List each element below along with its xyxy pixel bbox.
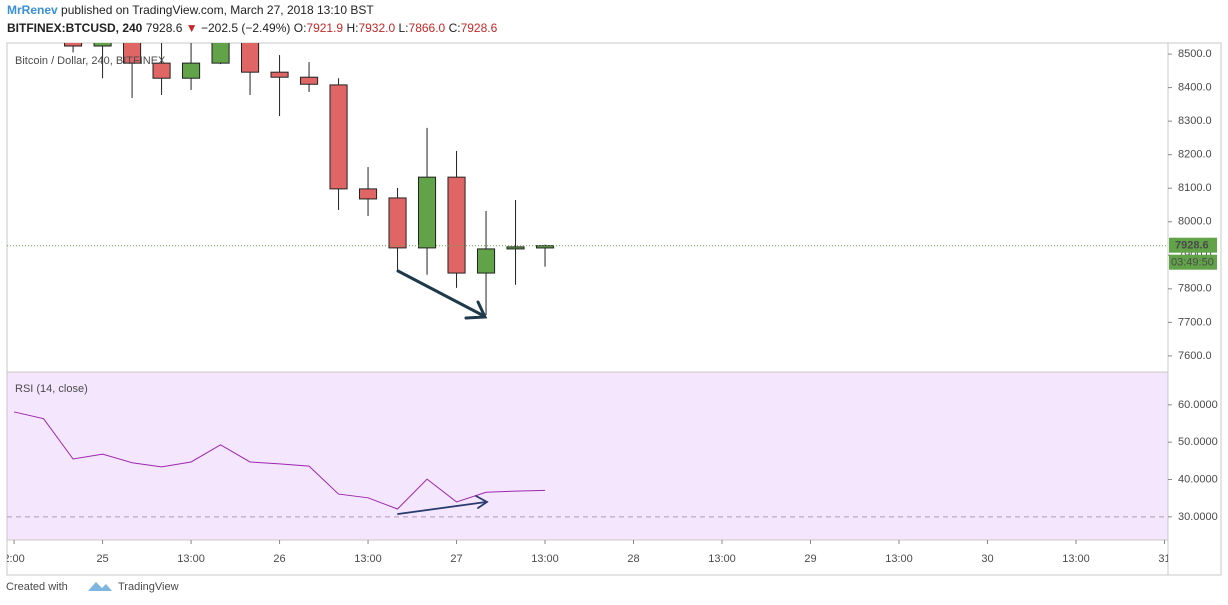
change: −202.5 (−2.49%) bbox=[201, 21, 290, 35]
x-tick-label: 13:00 bbox=[885, 553, 913, 565]
price-plot bbox=[7, 43, 1168, 315]
candle-body bbox=[506, 246, 525, 250]
footer-brand[interactable]: TradingView bbox=[118, 581, 179, 593]
countdown-box bbox=[1169, 254, 1217, 270]
y-tick-label: 50.0000 bbox=[1178, 436, 1218, 448]
high: 7932.0 bbox=[358, 21, 395, 35]
candle-body bbox=[476, 248, 496, 274]
rsi-arrow bbox=[397, 495, 489, 515]
symbol: BITFINEX:BTCUSD, 240 bbox=[7, 21, 143, 35]
symbol-line: BITFINEX:BTCUSD, 240 7928.6 ▼ −202.5 (−2… bbox=[7, 21, 498, 35]
rsi-plot bbox=[7, 411, 1168, 518]
header-line: MrRenev published on TradingView.com, Ma… bbox=[7, 3, 374, 17]
x-tick-label: 28 bbox=[627, 553, 639, 565]
x-tick-label: 31 bbox=[1158, 553, 1170, 565]
candle-body bbox=[123, 43, 142, 64]
y-tick-label: 8500.0 bbox=[1178, 48, 1212, 60]
y-tick-label: 7600.0 bbox=[1178, 350, 1212, 362]
y-tick-label: 7800.0 bbox=[1178, 283, 1212, 295]
candle-body bbox=[64, 43, 83, 47]
y-tick-label: 40.0000 bbox=[1178, 473, 1218, 485]
candle-body bbox=[182, 62, 201, 79]
x-tick-label: 13:00 bbox=[354, 553, 382, 565]
x-tick-label: 13:00 bbox=[177, 553, 205, 565]
high-label: H: bbox=[346, 21, 358, 35]
last: 7928.6 bbox=[146, 21, 183, 35]
published: published on TradingView.com, March 27, … bbox=[61, 3, 374, 17]
candle-body bbox=[270, 71, 289, 78]
candle-body bbox=[447, 176, 466, 274]
candle-body bbox=[417, 176, 437, 249]
x-tick-label: 25 bbox=[96, 553, 108, 565]
last-price-label: 7928.6 bbox=[1175, 240, 1209, 252]
x-tick-label: 13:00 bbox=[708, 553, 736, 565]
x-tick-label: 29 bbox=[804, 553, 816, 565]
low: 7866.0 bbox=[409, 21, 446, 35]
last-price-box bbox=[1169, 237, 1217, 253]
direction: ▼ bbox=[186, 21, 198, 35]
open: 7921.9 bbox=[306, 21, 343, 35]
candle-body bbox=[93, 43, 112, 47]
candle-body bbox=[241, 43, 260, 73]
candle-body bbox=[535, 245, 555, 249]
y-tick-label: 8200.0 bbox=[1178, 149, 1212, 161]
x-tick-label: 30 bbox=[981, 553, 993, 565]
time-labels: 2:00 25 13:00 26 13:00 27 13:00 28 13:00 29 13:00 3… bbox=[3, 540, 1170, 565]
footer-created: Created with bbox=[6, 581, 68, 593]
open-label: O: bbox=[294, 21, 307, 35]
author[interactable]: MrRenev bbox=[7, 3, 58, 17]
low-label: L: bbox=[399, 21, 409, 35]
rsi-line bbox=[13, 411, 546, 510]
candle-body bbox=[299, 76, 319, 85]
close-label: C: bbox=[449, 21, 461, 35]
x-tick-label: 13:00 bbox=[531, 553, 559, 565]
time-axis bbox=[6, 539, 1169, 576]
candle-body bbox=[388, 197, 407, 249]
candle-body bbox=[358, 188, 378, 200]
y-tick-label: 8000.0 bbox=[1178, 216, 1212, 228]
y-tick-label: 30.0000 bbox=[1178, 511, 1218, 523]
y-tick-label: 8400.0 bbox=[1178, 82, 1212, 94]
y-tick-label: 8100.0 bbox=[1178, 182, 1212, 194]
price-axis bbox=[1167, 42, 1222, 576]
y-tick-label: 8300.0 bbox=[1178, 115, 1212, 127]
price-legend: Bitcoin / Dollar, 240, BITFINEX bbox=[15, 55, 166, 67]
brand-logo bbox=[88, 582, 112, 591]
countdown-label: 03:49:50 bbox=[1171, 257, 1214, 269]
candle-body bbox=[211, 43, 230, 64]
candle-body bbox=[152, 62, 171, 79]
x-tick-label: 2:00 bbox=[3, 553, 24, 565]
x-tick-label: 27 bbox=[450, 553, 462, 565]
axes: 7600.07700.07800.07900.08000.08100.08200… bbox=[1168, 48, 1218, 523]
candle-body bbox=[329, 84, 348, 190]
rsi-pane bbox=[6, 371, 1169, 541]
x-tick-label: 26 bbox=[273, 553, 285, 565]
price-arrow bbox=[396, 269, 488, 320]
rsi-legend: RSI (14, close) bbox=[15, 383, 88, 395]
price-pane bbox=[6, 42, 1169, 373]
y-tick-label: 60.0000 bbox=[1178, 399, 1218, 411]
close: 7928.6 bbox=[461, 21, 498, 35]
x-tick-label: 13:00 bbox=[1062, 553, 1090, 565]
y-tick-label: 7700.0 bbox=[1178, 316, 1212, 328]
